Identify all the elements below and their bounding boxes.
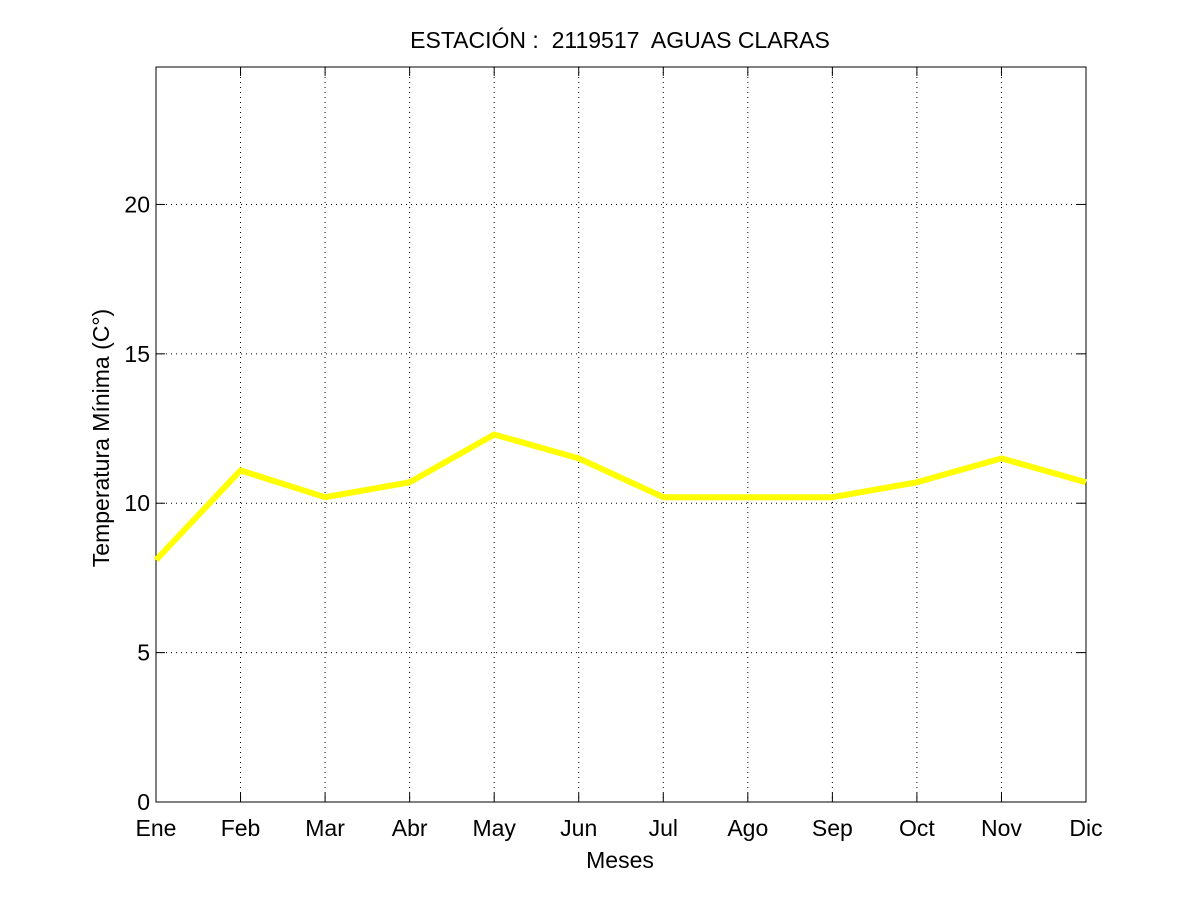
grid [156, 67, 1086, 802]
y-tick-label: 10 [124, 490, 150, 516]
plot-frame [155, 66, 1087, 803]
x-tick-label: Jul [649, 815, 678, 841]
x-tick-label: Jun [560, 815, 597, 841]
y-tick-label: 5 [137, 640, 150, 666]
x-tick-label: Sep [812, 815, 853, 841]
x-tick-label: Feb [221, 815, 261, 841]
y-tick-labels: 0 5 10 15 20 [124, 191, 150, 815]
y-tick-label: 0 [137, 789, 150, 815]
tick-marks [155, 67, 1087, 803]
x-tick-labels: Ene Feb Mar Abr May Jun Jul Ago Sep Oct Nov Dic [136, 815, 1103, 841]
chart-title: ESTACIÓN : 2119517 AGUAS CLARAS [410, 27, 830, 53]
y-tick-label: 15 [124, 341, 150, 367]
x-tick-label: Ago [727, 815, 768, 841]
series-line [153, 431, 1087, 563]
x-tick-label: Oct [899, 815, 935, 841]
x-tick-label: Dic [1069, 815, 1102, 841]
y-axis-label: Temperatura Mínima (C°) [88, 309, 114, 567]
x-tick-label: Ene [136, 815, 177, 841]
y-tick-label: 20 [124, 191, 150, 217]
x-axis-label: Meses [586, 847, 654, 873]
series [153, 431, 1087, 563]
x-tick-label: Nov [981, 815, 1022, 841]
x-tick-label: Mar [305, 815, 345, 841]
x-tick-label: May [472, 815, 516, 841]
x-tick-label: Abr [392, 815, 428, 841]
